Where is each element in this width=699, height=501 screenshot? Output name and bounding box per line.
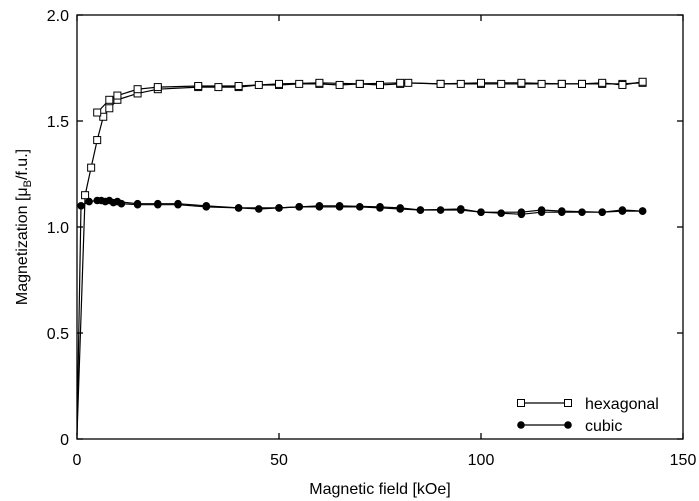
ticks-layer: 0 50 100 150 0 0.5 1.0 1.5 2.0 — [47, 8, 697, 469]
data-point-hexagonal — [537, 79, 546, 88]
data-point-hexagonal — [93, 136, 102, 145]
legend: hexagonal cubic — [517, 396, 659, 435]
data-point-cubic — [234, 204, 243, 212]
data-point-hexagonal — [87, 163, 96, 172]
data-point-cubic — [457, 205, 465, 213]
data-point-cubic — [598, 208, 606, 216]
data-point-hexagonal — [618, 80, 627, 89]
data-point-hexagonal — [477, 78, 485, 87]
data-point-hexagonal — [578, 79, 586, 88]
data-point-cubic — [436, 206, 445, 214]
data-point-cubic — [477, 208, 485, 216]
data-point-cubic — [396, 204, 405, 212]
data-point-hexagonal — [153, 83, 162, 92]
data-point-cubic — [77, 202, 85, 210]
data-point-hexagonal — [214, 83, 223, 92]
data-point-cubic — [174, 199, 182, 208]
data-point-hexagonal — [598, 78, 607, 87]
data-point-hexagonal — [396, 78, 405, 87]
data-point-hexagonal — [557, 79, 566, 88]
data-point-hexagonal — [638, 77, 647, 86]
x-axis-title: Magnetic field [kOe] — [309, 481, 450, 498]
data-point-hexagonal — [234, 82, 243, 91]
x-tick-label: 50 — [270, 452, 288, 469]
data-point-hexagonal — [105, 104, 114, 113]
legend-label: cubic — [585, 418, 622, 435]
plot-frame — [76, 14, 684, 440]
data-point-cubic — [638, 207, 647, 215]
data-point-cubic — [558, 207, 566, 215]
data-point-hexagonal — [335, 80, 344, 89]
data-point-hexagonal — [517, 78, 526, 87]
y-tick-label: 1.5 — [47, 114, 69, 131]
series-cubic — [76, 196, 647, 435]
y-axis-title: Magnetization [μB/f.u.] — [14, 149, 34, 305]
data-point-hexagonal — [99, 112, 108, 121]
y-tick-label: 1.0 — [47, 220, 69, 237]
data-point-cubic — [578, 208, 586, 216]
data-point-cubic — [133, 199, 142, 208]
series-line-cubic — [76, 199, 643, 435]
x-tick-label: 0 — [73, 452, 82, 469]
data-point-cubic — [537, 206, 546, 214]
data-point-cubic — [356, 203, 364, 211]
data-point-hexagonal — [355, 79, 364, 88]
data-point-cubic — [113, 197, 122, 206]
data-point-cubic — [97, 196, 106, 205]
legend-label: hexagonal — [585, 396, 659, 413]
data-point-hexagonal — [113, 91, 122, 100]
data-point-cubic — [416, 206, 425, 214]
data-point-cubic — [376, 203, 384, 211]
data-point-hexagonal — [404, 78, 413, 87]
data-point-hexagonal — [497, 79, 506, 88]
data-point-hexagonal — [254, 80, 263, 89]
data-point-cubic — [315, 202, 324, 210]
y-tick-label: 0 — [60, 432, 69, 449]
legend-marker — [564, 421, 572, 429]
series-hexagonal — [76, 77, 647, 435]
data-point-cubic — [618, 206, 627, 214]
data-point-hexagonal — [105, 95, 114, 104]
y-axis-title-mu: μ — [14, 187, 31, 196]
x-tick-label: 100 — [468, 452, 495, 469]
data-point-hexagonal — [436, 79, 445, 88]
data-point-hexagonal — [93, 108, 102, 117]
legend-marker — [564, 399, 572, 407]
data-point-cubic — [497, 209, 506, 218]
data-point-hexagonal — [295, 79, 304, 88]
legend-item-hexagonal: hexagonal — [517, 396, 659, 413]
data-point-cubic — [275, 204, 283, 212]
y-axis-title-suffix: /f.u.] — [14, 149, 31, 180]
data-point-hexagonal — [194, 82, 203, 91]
data-point-cubic — [154, 199, 162, 208]
data-point-hexagonal — [81, 191, 90, 200]
data-point-cubic — [254, 205, 263, 213]
y-axis-title-prefix: Magnetization [ — [14, 196, 31, 305]
data-point-hexagonal — [376, 80, 384, 89]
data-point-cubic — [517, 208, 526, 216]
series-line-hexagonal — [76, 82, 643, 435]
data-point-cubic — [105, 196, 114, 205]
legend-marker — [517, 421, 525, 429]
series-layer — [76, 77, 647, 435]
data-point-hexagonal — [456, 79, 465, 88]
data-point-cubic — [295, 203, 304, 211]
data-point-hexagonal — [133, 85, 142, 94]
legend-item-cubic: cubic — [517, 418, 622, 435]
y-tick-label: 0.5 — [47, 326, 69, 343]
data-point-cubic — [85, 197, 93, 206]
data-point-cubic — [335, 202, 344, 210]
y-axis-title-subscript: B — [22, 180, 34, 187]
data-point-hexagonal — [275, 79, 283, 88]
data-point-hexagonal — [315, 78, 324, 87]
y-tick-label: 2.0 — [47, 8, 69, 25]
legend-marker — [517, 399, 525, 407]
x-tick-label: 150 — [670, 452, 697, 469]
data-point-cubic — [202, 202, 211, 210]
